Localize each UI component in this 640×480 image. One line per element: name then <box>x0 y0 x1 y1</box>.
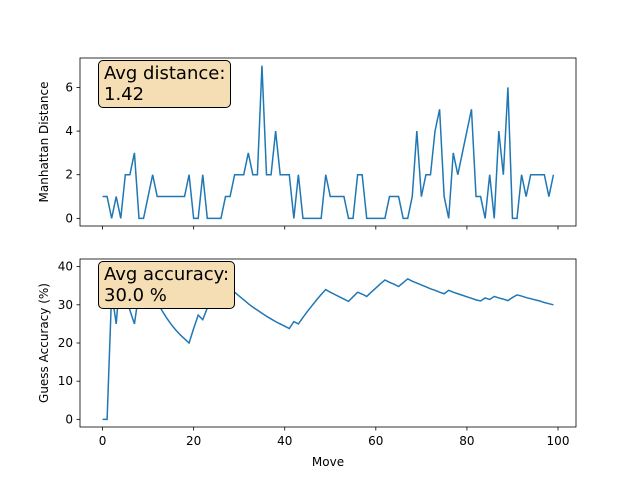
x-tick-label: 40 <box>277 434 292 448</box>
axes-frame <box>79 258 577 428</box>
x-tick-label: 20 <box>186 434 201 448</box>
annotation: Avg accuracy: 30.0 % <box>98 261 236 309</box>
y-tick-label: 40 <box>58 260 73 274</box>
x-tick-label: 60 <box>368 434 383 448</box>
y-tick-label: 0 <box>65 211 73 225</box>
y-axis-label: Guess Accuracy (%) <box>37 283 51 403</box>
x-tick-label: 100 <box>547 434 570 448</box>
annotation: Avg distance: 1.42 <box>98 60 232 108</box>
y-tick-label: 2 <box>65 168 73 182</box>
axes-frame <box>79 57 577 227</box>
y-tick-label: 10 <box>58 374 73 388</box>
x-tick-label: 80 <box>459 434 474 448</box>
data-line <box>102 266 554 421</box>
x-tick-label: 0 <box>99 434 107 448</box>
y-tick-label: 20 <box>58 336 73 350</box>
x-axis-label: Move <box>312 455 344 469</box>
y-tick-label: 30 <box>58 298 73 312</box>
y-axis-label: Manhattan Distance <box>37 82 51 203</box>
data-line <box>102 65 555 220</box>
y-tick-label: 0 <box>65 412 73 426</box>
y-tick-label: 6 <box>65 80 73 94</box>
y-tick-label: 4 <box>65 124 73 138</box>
